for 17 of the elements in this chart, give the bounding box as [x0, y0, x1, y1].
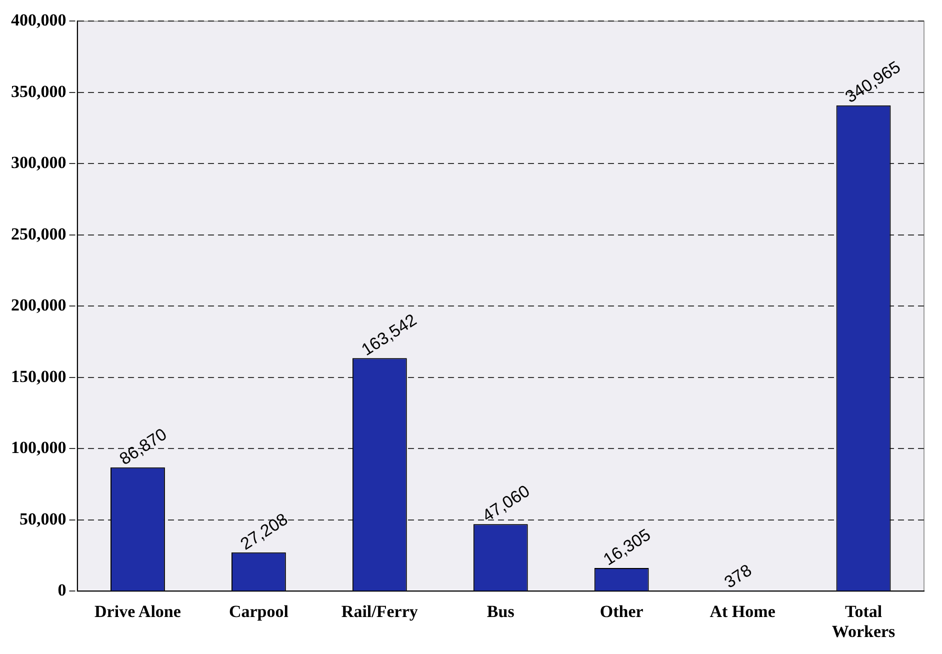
- y-tick-label: 150,000: [11, 366, 66, 386]
- y-tick-label: 250,000: [11, 224, 66, 244]
- y-tick-label: 200,000: [11, 296, 66, 315]
- y-tick-label: 50,000: [20, 509, 66, 528]
- y-tick-label: 350,000: [11, 82, 66, 101]
- x-tick-label: Bus: [486, 602, 515, 621]
- x-tick-label: Other: [600, 602, 644, 621]
- x-tick-label: Total Workers: [832, 602, 896, 642]
- x-tick-label: Rail/Ferry: [341, 602, 418, 621]
- x-tick-label: At Home: [710, 602, 776, 621]
- y-tick-label: 400,000: [11, 10, 66, 30]
- y-tick-label: 0: [58, 580, 66, 600]
- x-tick-label: Drive Alone: [94, 602, 182, 621]
- y-tick-label: 300,000: [11, 153, 66, 172]
- x-tick-label: Carpool: [228, 602, 289, 621]
- data-label: 378: [720, 560, 756, 592]
- y-tick-label: 100,000: [11, 438, 66, 458]
